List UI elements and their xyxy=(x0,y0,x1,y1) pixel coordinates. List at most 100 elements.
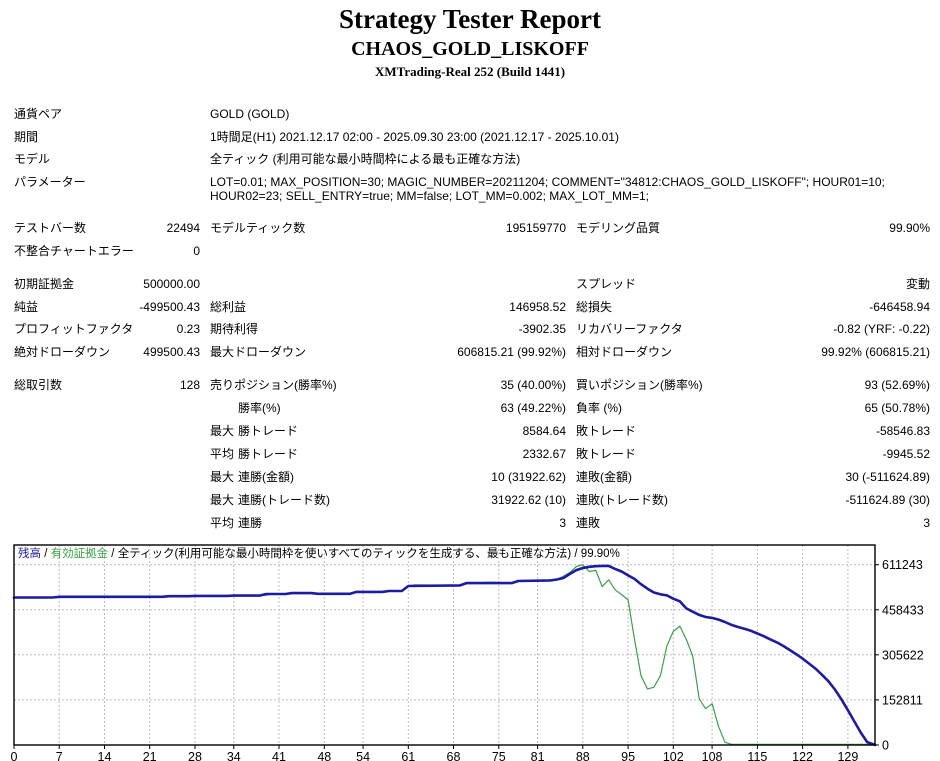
report-row: プロフィットファクタ 0.23 期待利得 -3902.35 リカバリーファクタ -0.82… xyxy=(0,322,940,344)
row-label-col1: テストバー数 xyxy=(14,221,87,235)
row-label-col1: 期間 xyxy=(14,130,39,144)
row-value-col2: 2332.67 xyxy=(522,447,566,461)
x-axis-label: 68 xyxy=(447,750,461,761)
row-label-col1: 総取引数 xyxy=(14,378,63,392)
x-axis-label: 14 xyxy=(98,750,112,761)
row-label-col2: 連勝 xyxy=(238,516,263,530)
report-row: モデル 全ティック (利用可能な最小時間枠による最も正確な方法) xyxy=(0,152,940,174)
row-label-col2: 最大ドローダウン xyxy=(210,345,307,359)
report-row: パラメーター LOT=0.01; MAX_POSITION=30; MAGIC_N… xyxy=(0,175,940,203)
plot-border xyxy=(13,544,876,746)
row-value-col3: 3 xyxy=(923,516,930,530)
row-prefix-col2: 最大 xyxy=(210,493,235,507)
row-span-value: LOT=0.01; MAX_POSITION=30; MAGIC_NUMBER=… xyxy=(210,175,885,203)
report-row: 不整合チャートエラー 0 xyxy=(0,244,940,266)
x-axis-label: 129 xyxy=(837,750,858,761)
row-label-col3: 敗トレード xyxy=(576,447,637,461)
row-label-col3: モデリング品質 xyxy=(576,221,661,235)
row-value-col1: 0 xyxy=(193,244,200,258)
row-label-col3: 負率 (%) xyxy=(576,401,622,415)
legend-balance-label: 残高 xyxy=(18,548,41,560)
row-label-col3: 敗トレード xyxy=(576,424,637,438)
row-label-col2: 期待利得 xyxy=(210,322,259,336)
row-label-col3: 連敗 xyxy=(576,516,601,530)
x-axis-label: 34 xyxy=(227,750,241,761)
row-value-col2: 63 (49.22%) xyxy=(500,401,566,415)
row-prefix-col2: 平均 xyxy=(210,447,235,461)
y-axis-label: 0 xyxy=(882,739,889,753)
row-label-col3: 買いポジション(勝率%) xyxy=(576,378,703,392)
row-value-col2: 31922.62 (10) xyxy=(491,493,566,507)
row-value-col1: 0.23 xyxy=(176,322,200,336)
report-row: 期間 1時間足(H1) 2021.12.17 02:00 - 2025.09.30… xyxy=(0,130,940,152)
row-value-col1: 22494 xyxy=(166,221,200,235)
row-value-col1: 500000.00 xyxy=(143,277,200,291)
server-build-info: XMTrading-Real 252 (Build 1441) xyxy=(374,64,566,79)
equity-chart-svg: 0 7 14 21 28 34 41 48 54 61 68 75 81 88 95 102 108 115 122… xyxy=(11,544,924,761)
row-value-col2: 3 xyxy=(559,516,566,530)
row-label-col3: 連敗(金額) xyxy=(576,470,632,484)
report-row: 最大 連勝(トレード数) 31922.62 (10) 連敗(トレード数) -511624… xyxy=(0,493,940,515)
row-value-col3: -0.82 (YRF: -0.22) xyxy=(833,322,930,336)
row-value-col3: 65 (50.78%) xyxy=(864,401,930,415)
report-row: 初期証拠金 500000.00 スプレッド 変動 xyxy=(0,277,940,299)
row-value-col3: 93 (52.69%) xyxy=(864,378,930,392)
row-label-col2: 勝トレード xyxy=(238,424,299,438)
row-label-col1: パラメーター xyxy=(14,175,86,189)
x-axis-label: 122 xyxy=(792,750,813,761)
chart-legend: 残高 / 有効証拠金 / 全ティック(利用可能な最小時間枠を使いすべてのティック… xyxy=(18,548,620,561)
row-value-col3: -646458.94 xyxy=(869,300,930,314)
x-axis-label: 115 xyxy=(747,750,767,761)
row-value-col2: 35 (40.00%) xyxy=(500,378,566,392)
row-value-col2: 195159770 xyxy=(505,221,566,235)
row-label-col3: リカバリーファクタ xyxy=(576,322,683,336)
legend-equity-label: 有効証拠金 xyxy=(50,548,109,560)
report-row: 通貨ペア GOLD (GOLD) xyxy=(0,107,940,129)
x-axis-label: 21 xyxy=(143,750,157,761)
report-row: 純益 -499500.43 総利益 146958.52 総損失 -646458.94 xyxy=(0,300,940,322)
row-span-value: 全ティック (利用可能な最小時間枠による最も正確な方法) xyxy=(210,152,521,166)
row-value-col3: 99.92% (606815.21) xyxy=(821,345,930,359)
row-label-col3: スプレッド xyxy=(576,277,637,291)
row-label-col2: 勝率(%) xyxy=(238,401,281,415)
x-axis-label: 41 xyxy=(272,750,286,761)
y-axis-label: 611243 xyxy=(882,558,923,572)
row-label-col1: 絶対ドローダウン xyxy=(14,345,111,359)
row-value-col3: 99.90% xyxy=(889,221,930,235)
x-axis-label: 54 xyxy=(356,750,370,761)
x-axis-label: 28 xyxy=(188,750,202,761)
row-label-col1: 純益 xyxy=(14,300,39,314)
row-value-col3: -58546.83 xyxy=(875,424,930,438)
row-span-value: 1時間足(H1) 2021.12.17 02:00 - 2025.09.30 2… xyxy=(210,130,619,144)
row-value-col2: 606815.21 (99.92%) xyxy=(457,345,566,359)
report-row: 勝率(%) 63 (49.22%) 負率 (%) 65 (50.78%) xyxy=(0,401,940,423)
row-label-col3: 相対ドローダウン xyxy=(576,345,673,359)
y-axis-label: 152811 xyxy=(882,693,923,707)
page-title: Strategy Tester Report xyxy=(339,4,601,34)
row-label-col1: プロフィットファクタ xyxy=(14,322,134,336)
row-span-value: GOLD (GOLD) xyxy=(210,107,290,121)
row-label-col1: 通貨ペア xyxy=(14,107,63,121)
row-label-col2: 総利益 xyxy=(210,300,247,314)
row-value-col3: -511624.89 (30) xyxy=(845,493,930,507)
row-label-col3: 総損失 xyxy=(576,300,613,314)
report-row: 平均 連勝 3 連敗 3 xyxy=(0,516,940,538)
legend-separator: / xyxy=(108,548,118,560)
row-label-col1: 不整合チャートエラー xyxy=(14,244,134,258)
report-row: 最大 勝トレード 8584.64 敗トレード -58546.83 xyxy=(0,424,940,446)
report-row: 平均 勝トレード 2332.67 敗トレード -9945.52 xyxy=(0,447,940,469)
row-label-col3: 連敗(トレード数) xyxy=(576,493,668,507)
legend-separator: / xyxy=(41,548,51,560)
row-value-col3: 30 (-511624.89) xyxy=(845,470,930,484)
x-axis-label: 0 xyxy=(11,750,18,761)
row-value-col2: 8584.64 xyxy=(522,424,566,438)
report-table: 通貨ペア GOLD (GOLD) 期間 1時間足(H1) 2021.12.17 02:… xyxy=(0,107,940,538)
y-axis-label: 305622 xyxy=(882,648,924,662)
row-label-col2: 勝トレード xyxy=(238,447,299,461)
x-axis-label: 102 xyxy=(663,750,684,761)
row-value-col1: -499500.43 xyxy=(139,300,200,314)
x-axis-label: 75 xyxy=(492,750,506,761)
x-axis-label: 48 xyxy=(317,750,331,761)
row-label-col1: 初期証拠金 xyxy=(14,277,75,291)
